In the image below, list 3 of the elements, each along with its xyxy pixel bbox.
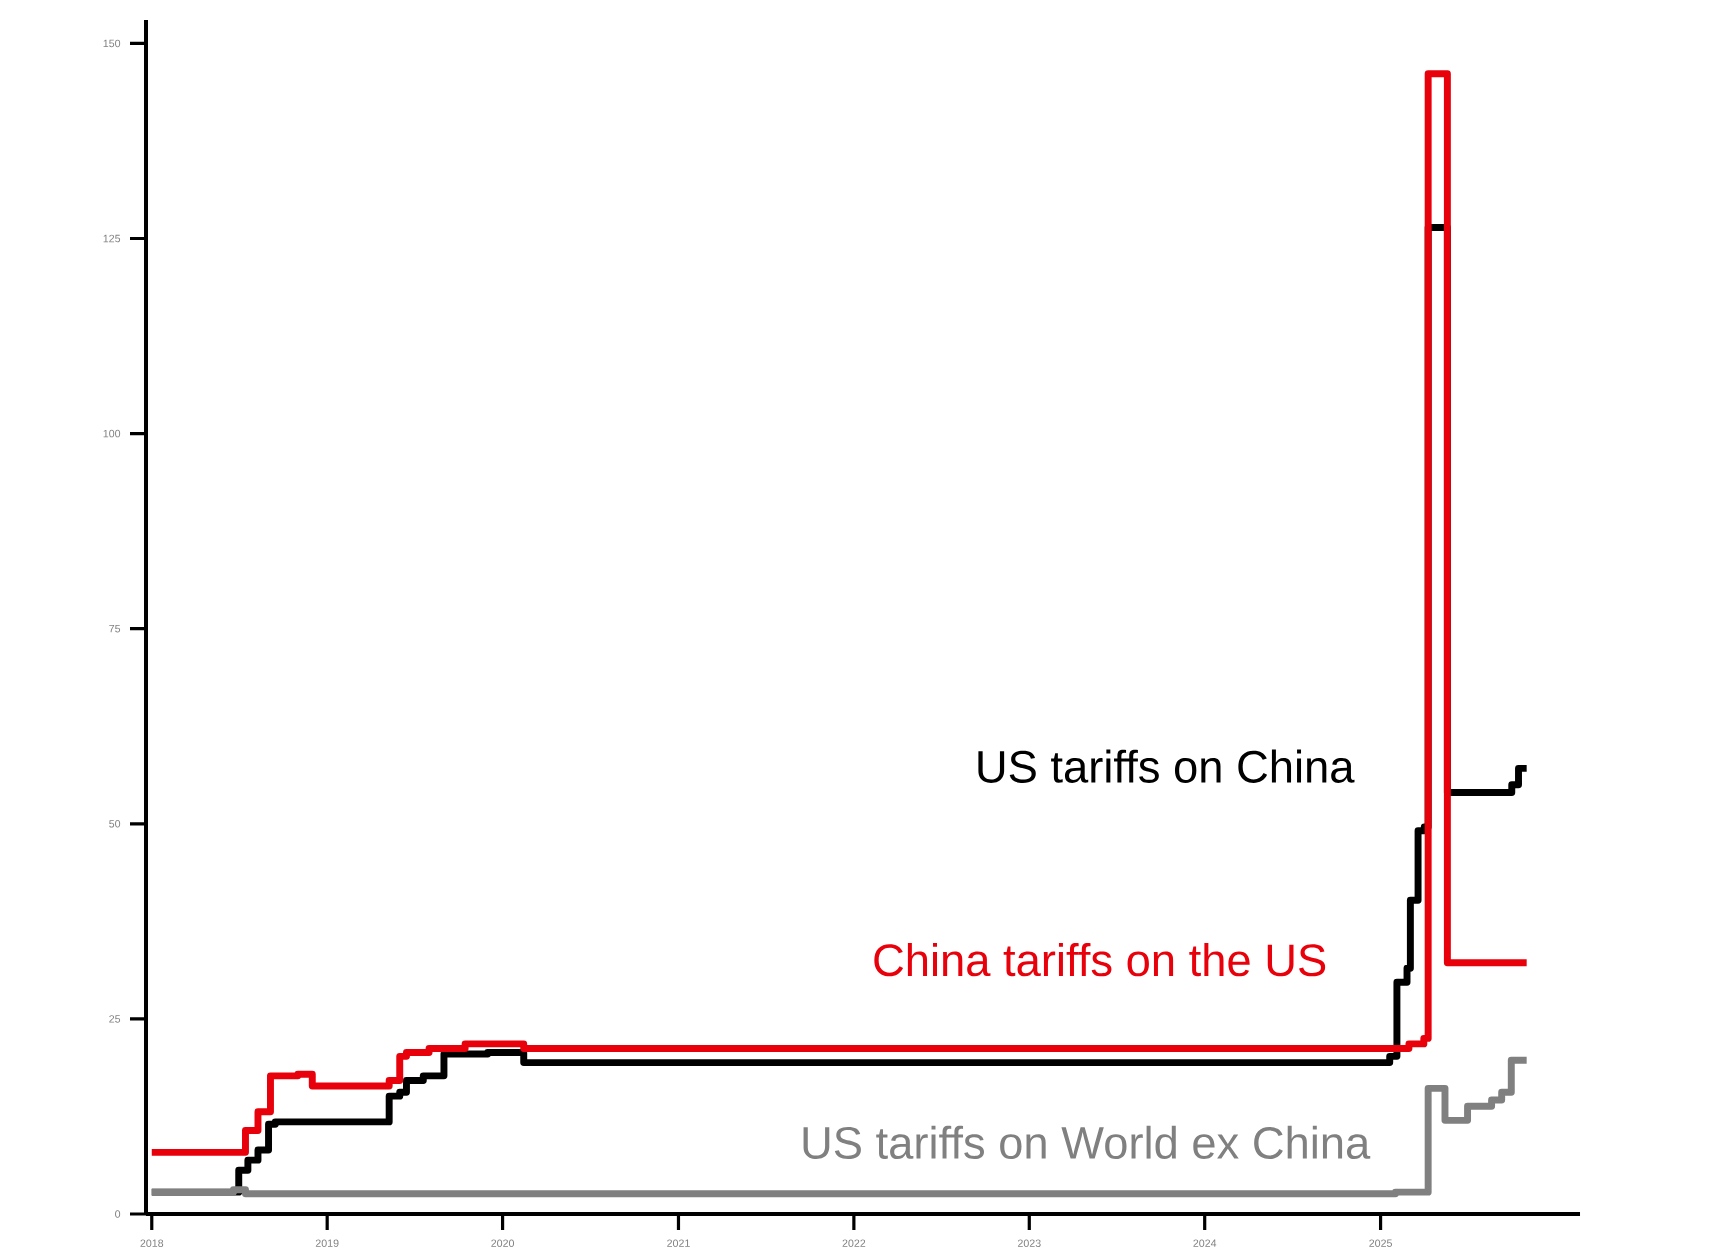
series-label: US tariffs on World ex China [803,1125,1371,1160]
series-label: China tariffs on the US [874,943,1326,977]
series-label: US tariffs on China [978,749,1355,783]
